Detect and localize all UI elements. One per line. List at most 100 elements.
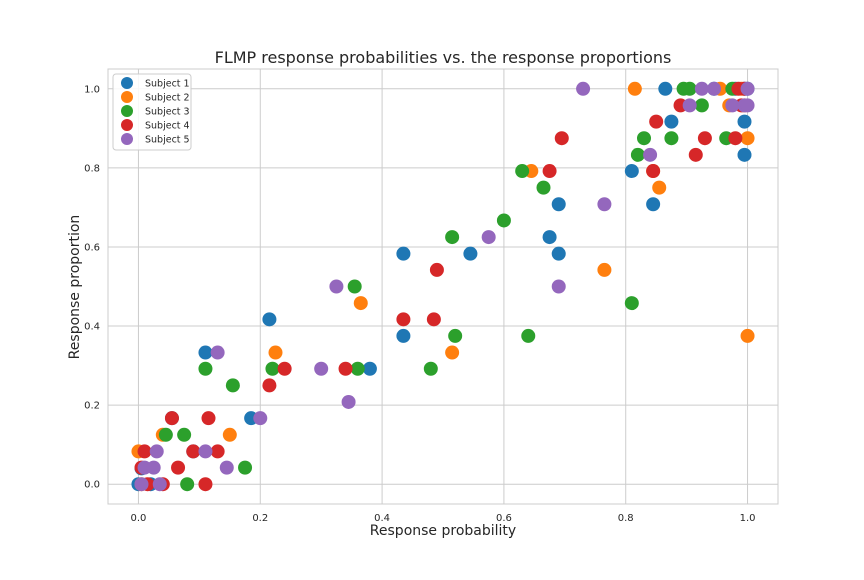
data-point (198, 345, 213, 360)
data-point (697, 131, 712, 146)
data-point (210, 444, 225, 459)
data-point (682, 81, 697, 96)
y-tick-label: 0.2 (84, 401, 100, 412)
data-point (198, 361, 213, 376)
data-points (131, 81, 755, 492)
data-point (149, 444, 164, 459)
y-tick-label: 0.0 (84, 480, 100, 491)
y-tick-label: 0.6 (84, 242, 100, 253)
data-point (649, 114, 664, 129)
data-point (268, 345, 283, 360)
data-point (694, 81, 709, 96)
y-tick-label: 1.0 (84, 84, 100, 95)
data-point (262, 378, 277, 393)
data-point (515, 164, 530, 179)
data-point (396, 246, 411, 261)
data-point (314, 361, 329, 376)
data-point (180, 477, 195, 492)
data-point (253, 411, 268, 426)
data-point (177, 427, 192, 442)
legend-label: Subject 5 (145, 135, 190, 146)
data-point (396, 328, 411, 343)
data-point (353, 296, 368, 311)
data-point (737, 147, 752, 162)
data-point (146, 460, 161, 475)
data-point (740, 328, 755, 343)
legend-marker (121, 91, 133, 103)
data-point (688, 147, 703, 162)
data-point (646, 197, 661, 212)
data-point (448, 328, 463, 343)
data-point (186, 444, 201, 459)
data-point (658, 81, 673, 96)
data-point (554, 131, 569, 146)
data-point (542, 164, 557, 179)
y-tick-label: 0.4 (84, 322, 100, 333)
x-tick-label: 0.0 (131, 513, 147, 524)
data-point (347, 279, 362, 294)
chart-title: FLMP response probabilities vs. the resp… (215, 48, 672, 67)
data-point (171, 460, 186, 475)
legend-label: Subject 1 (145, 79, 190, 90)
legend-label: Subject 3 (145, 107, 190, 118)
data-point (423, 361, 438, 376)
data-point (341, 394, 356, 409)
data-point (664, 114, 679, 129)
data-point (624, 296, 639, 311)
legend-marker (121, 119, 133, 131)
data-point (164, 411, 179, 426)
data-point (445, 345, 460, 360)
data-point (627, 81, 642, 96)
data-point (396, 312, 411, 327)
data-point (521, 328, 536, 343)
data-point (740, 81, 755, 96)
data-point (576, 81, 591, 96)
data-point (646, 164, 661, 179)
data-point (277, 361, 292, 376)
series-5 (134, 81, 755, 492)
data-point (338, 361, 353, 376)
legend-box (112, 73, 192, 151)
tick-labels: 0.0 0.2 0.4 0.6 0.8 1.0 0.0 0.2 0.4 0.6 0.8 1.0 (84, 84, 755, 524)
data-point (551, 197, 566, 212)
data-point (238, 460, 253, 475)
data-point (707, 81, 722, 96)
y-tick-label: 0.8 (84, 163, 100, 174)
data-point (445, 230, 460, 245)
data-point (725, 98, 740, 113)
data-point (682, 98, 697, 113)
data-point (210, 345, 225, 360)
legend-label: Subject 2 (145, 93, 190, 104)
data-point (222, 427, 237, 442)
data-point (134, 477, 149, 492)
data-point (429, 262, 444, 277)
x-tick-label: 0.2 (252, 513, 268, 524)
data-point (637, 131, 651, 146)
data-point (737, 114, 752, 129)
data-point (481, 230, 496, 245)
data-point (219, 460, 234, 475)
x-tick-label: 0.6 (496, 513, 512, 524)
data-point (597, 197, 612, 212)
data-point (694, 98, 709, 113)
data-point (740, 98, 755, 113)
data-point (496, 213, 511, 228)
data-point (536, 180, 551, 195)
data-point (158, 427, 173, 442)
data-point (463, 246, 478, 261)
data-point (740, 131, 755, 146)
data-point (225, 378, 240, 393)
data-point (664, 131, 679, 146)
data-point (350, 361, 365, 376)
plot-area (107, 68, 779, 505)
x-axis-label: Response probability (370, 523, 516, 539)
data-point (137, 444, 152, 459)
legend-marker (121, 77, 133, 89)
data-point (262, 312, 277, 327)
data-point (265, 361, 280, 376)
data-point (643, 147, 658, 162)
data-point (201, 411, 216, 426)
legend: Subject 1 Subject 2 Subject 3 Subject 4 Subj… (112, 73, 192, 151)
data-point (652, 180, 667, 195)
